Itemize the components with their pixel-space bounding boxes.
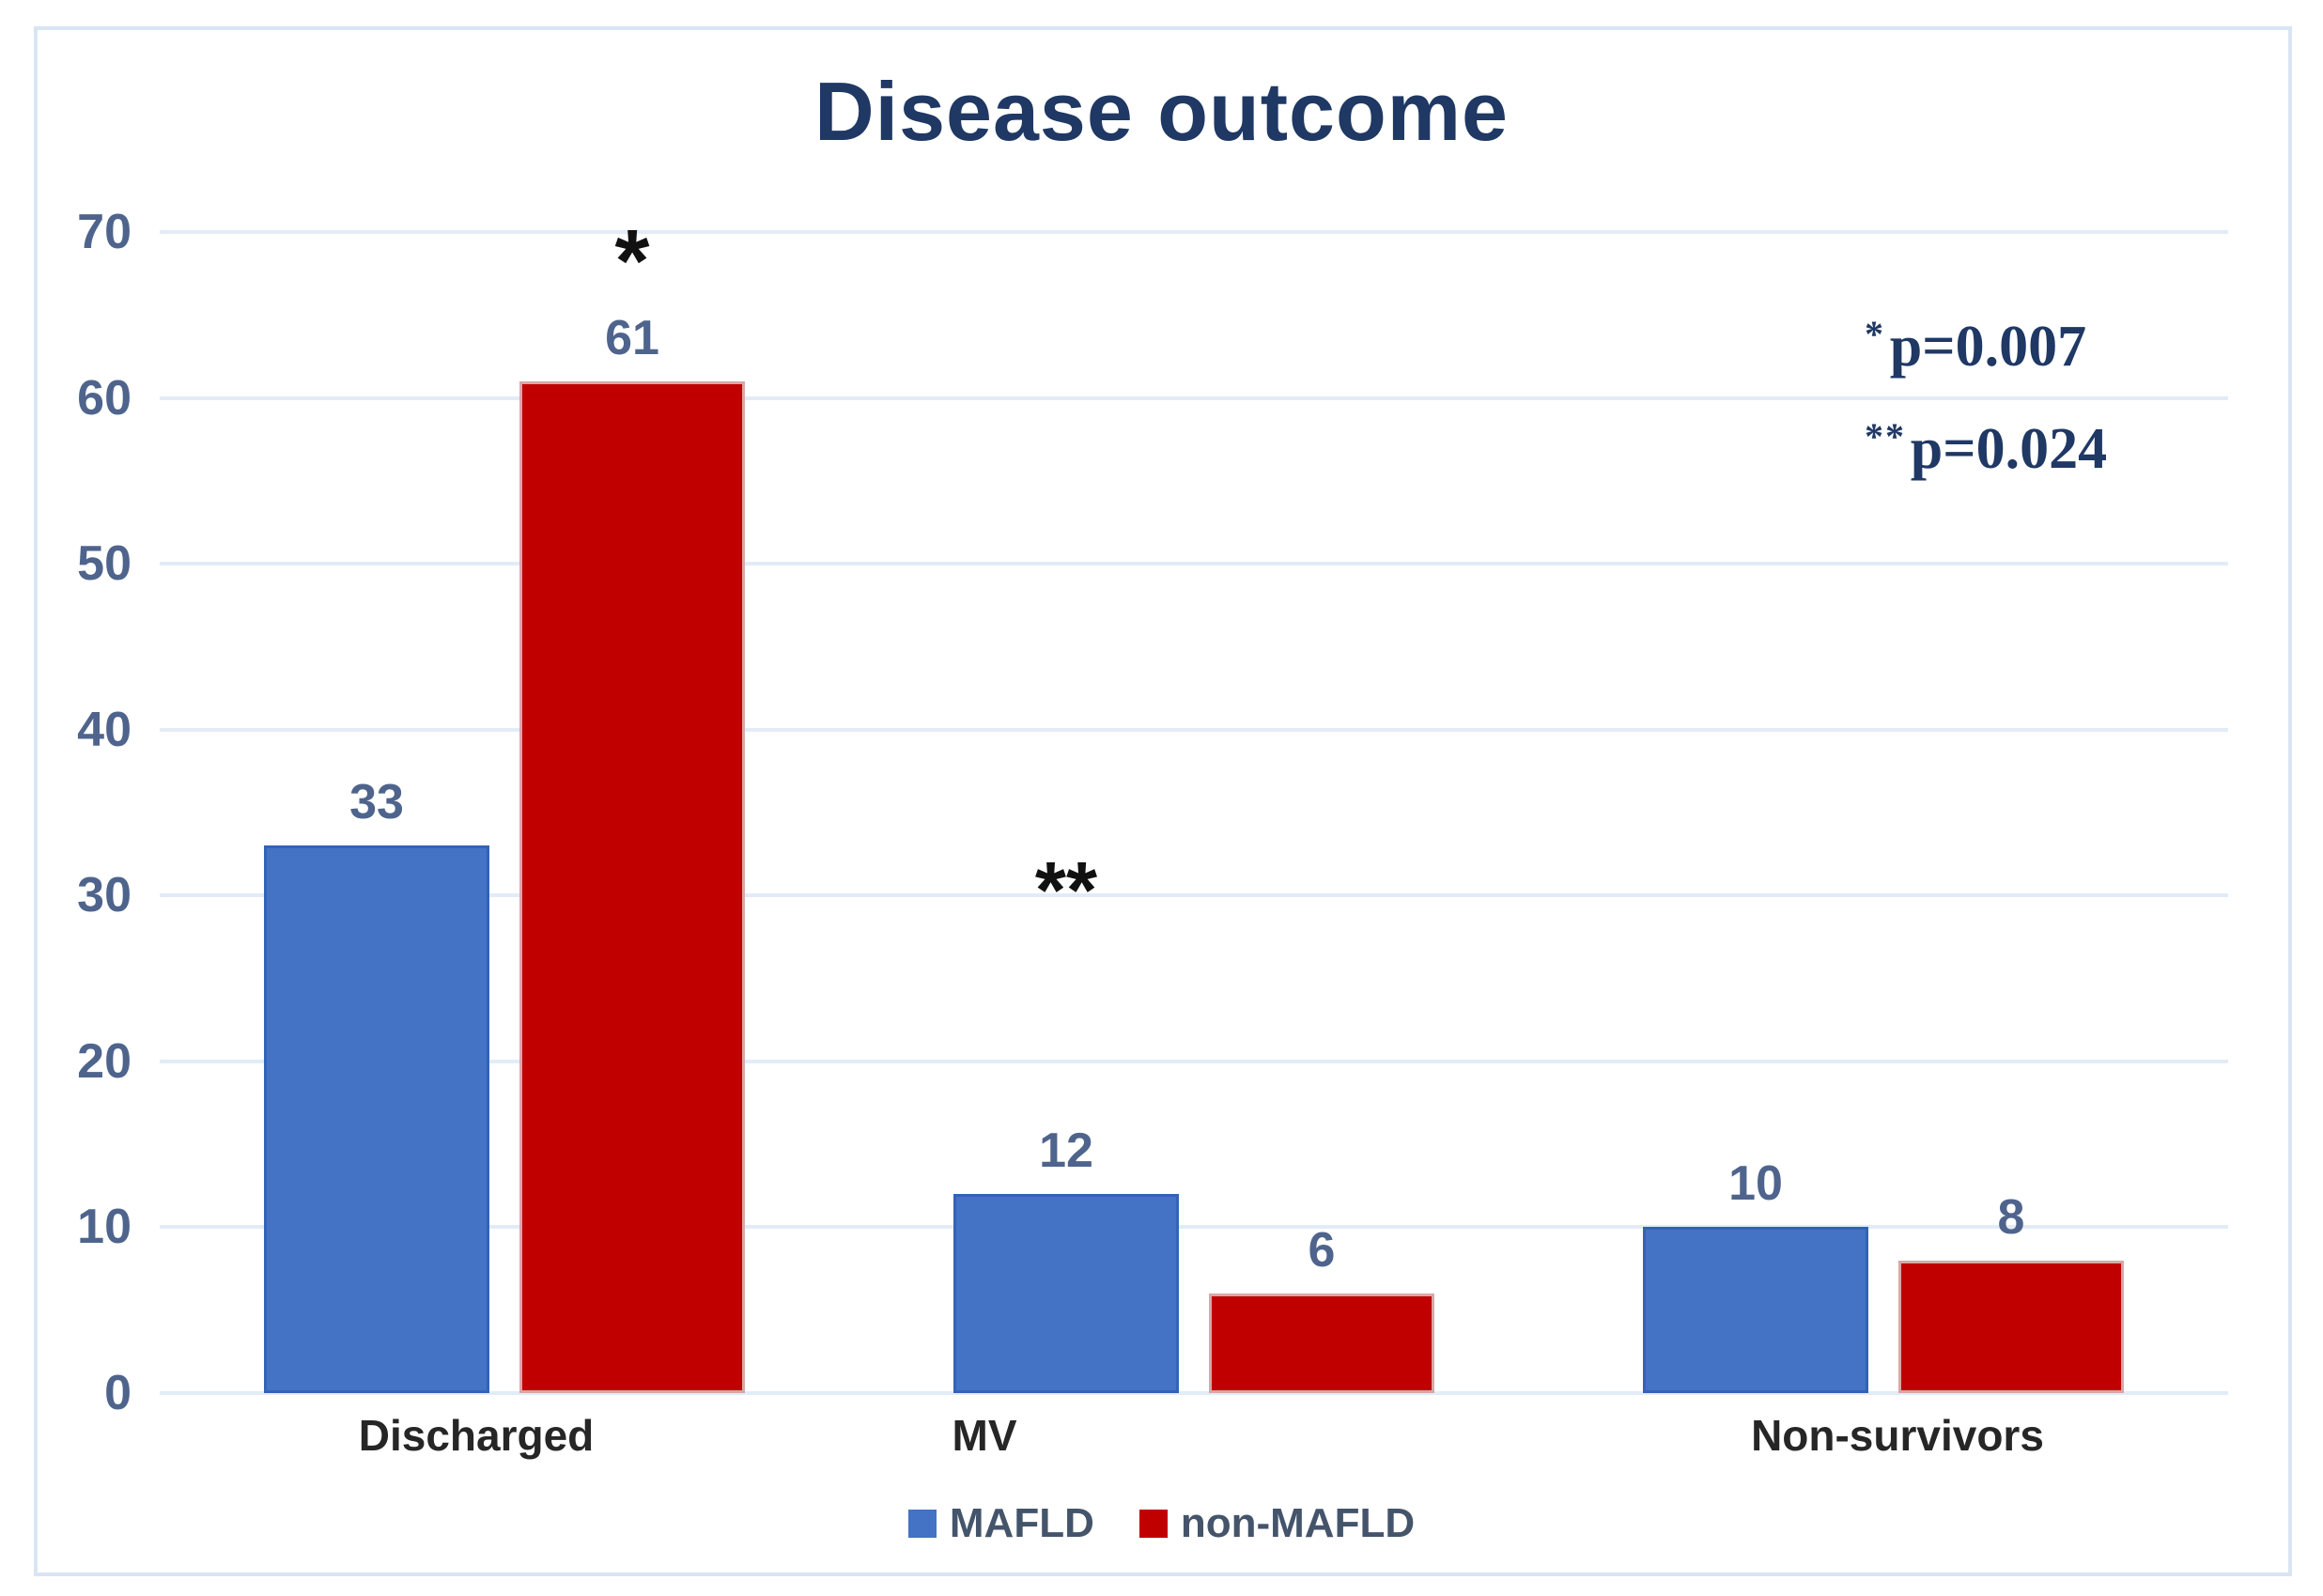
gridline-20 (160, 1059, 2228, 1063)
gridline-50 (160, 562, 2228, 566)
bar-non-mafld-discharged (519, 380, 745, 1393)
p-value-annotations: *p=0.007 **p=0.024 (1865, 289, 2107, 494)
p-value-line-1: *p=0.007 (1865, 289, 2107, 392)
p-value-star-1: * (1865, 313, 1885, 355)
y-tick-label-10: 10 (77, 1200, 132, 1255)
legend-label-mafld: MAFLD (949, 1500, 1094, 1546)
bar-value-label: 8 (1997, 1189, 2025, 1245)
bar-mafld-discharged (264, 845, 489, 1393)
y-tick-label-70: 70 (77, 205, 132, 259)
legend-swatch-mafld (907, 1510, 937, 1538)
significance-star-discharged: * (614, 211, 650, 312)
legend-label-non-mafld: non-MAFLD (1180, 1500, 1416, 1546)
bar-non-mafld-mv (1209, 1294, 1434, 1393)
gridline-30 (160, 893, 2228, 898)
bar-value-label: 6 (1308, 1223, 1336, 1278)
gridline-70 (160, 230, 2228, 234)
bar-value-label: 61 (605, 310, 659, 365)
chart-legend: MAFLD non-MAFLD (0, 1501, 2323, 1546)
bar-non-mafld-non-survivors (1898, 1260, 2124, 1393)
y-tick-label-20: 20 (77, 1033, 132, 1089)
chart-title: Disease outcome (814, 65, 1509, 158)
gridline-60 (160, 395, 2228, 400)
legend-item-mafld: MAFLD (907, 1500, 1094, 1546)
gridline-0 (160, 1391, 2228, 1395)
gridline-40 (160, 727, 2228, 732)
y-tick-label-0: 0 (104, 1366, 132, 1420)
bar-value-label: 33 (349, 775, 404, 830)
legend-swatch-non-mafld (1138, 1510, 1168, 1538)
bar-mafld-mv (953, 1194, 1179, 1393)
significance-star-mv: ** (1034, 845, 1098, 936)
y-tick-label-40: 40 (77, 702, 132, 757)
p-value-text-1: p=0.007 (1889, 315, 2087, 379)
p-value-star-2: ** (1865, 415, 1906, 457)
y-tick-label-30: 30 (77, 868, 132, 923)
y-tick-label-50: 50 (77, 536, 132, 592)
legend-item-non-mafld: non-MAFLD (1138, 1500, 1416, 1546)
bar-mafld-non-survivors (1643, 1227, 1868, 1393)
category-label-mv: MV (952, 1411, 1017, 1460)
bar-value-label: 12 (1039, 1123, 1093, 1179)
category-label-non-survivors: Non-survivors (1751, 1411, 2044, 1460)
p-value-line-2: **p=0.024 (1865, 392, 2107, 494)
p-value-text-2: p=0.024 (1910, 417, 2108, 481)
category-label-discharged: Discharged (358, 1411, 595, 1460)
y-tick-label-60: 60 (77, 370, 132, 426)
gridline-10 (160, 1225, 2228, 1230)
bar-value-label: 10 (1728, 1156, 1783, 1212)
